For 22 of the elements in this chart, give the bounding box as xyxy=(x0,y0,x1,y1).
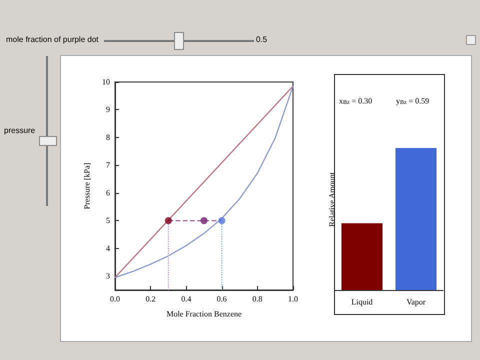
x-tick-label: 1.0 xyxy=(288,294,298,304)
y-tick-label: 5 xyxy=(106,216,110,226)
y-axis-title: Pressure [kPa] xyxy=(82,162,92,210)
x-axis-title: Mole Fraction Benzene xyxy=(166,310,242,318)
text: mole fraction of purple dot xyxy=(6,35,98,44)
x-tick-label: 0.2 xyxy=(146,294,156,304)
y-tick-label: 8 xyxy=(106,132,110,142)
y-axis-title: Relative Amount xyxy=(328,171,336,229)
x-tick-label: 0.6 xyxy=(216,294,227,304)
y-tick-label: 3 xyxy=(106,272,110,281)
x-tick-label: 0.4 xyxy=(181,294,192,304)
y-tick-label: 4 xyxy=(106,244,110,253)
text: 0.5 xyxy=(256,35,268,44)
y-tick-label: 7 xyxy=(106,160,110,170)
x-tick-label: Vapor xyxy=(406,298,426,306)
text: pressure xyxy=(4,126,36,135)
y-tick-label: 10 xyxy=(102,78,110,86)
y-tick-label: 6 xyxy=(106,188,110,198)
y-tick-label: 9 xyxy=(106,105,110,114)
x-tick-label: 0.8 xyxy=(252,294,262,304)
x-tick-label: Liquid xyxy=(351,298,373,306)
x-tick-label: 0.0 xyxy=(110,294,120,304)
